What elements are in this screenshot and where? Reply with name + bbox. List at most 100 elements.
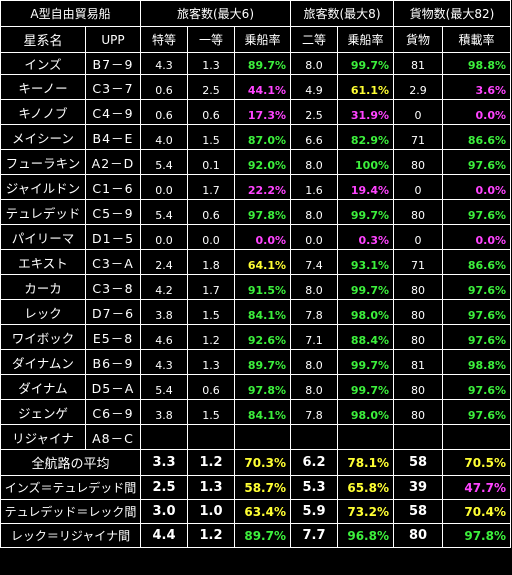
boarding-rate-6: 87.0%: [234, 124, 291, 150]
cargo-count: 80: [393, 374, 443, 400]
boarding-rate-8: 31.9%: [337, 99, 394, 125]
second-passengers: 8.0: [290, 374, 338, 400]
boarding-rate-8: 99.7%: [337, 199, 394, 225]
load-rate: [442, 424, 511, 450]
cargo-count: 81: [393, 52, 443, 75]
first-passengers: 1.5: [187, 299, 235, 325]
col-header-load: 積載率: [442, 26, 511, 53]
system-name: インズ: [0, 52, 86, 75]
boarding-rate-8: 99.7%: [337, 349, 394, 375]
system-upp: C4－9: [85, 99, 141, 125]
table-row: キーノー C3－7 0.6 2.5 44.1% 4.9 61.1% 2.9 3.6%: [0, 74, 511, 100]
cargo-count: 80: [393, 299, 443, 325]
first-passengers: 2.5: [187, 74, 235, 100]
boarding-rate-8: 100%: [337, 149, 394, 175]
summary-second: 7.7: [290, 523, 338, 548]
table-row: インズ B7－9 4.3 1.3 89.7% 8.0 99.7% 81 98.8%: [0, 52, 511, 75]
summary-high: 3.0: [140, 499, 188, 524]
first-passengers: 0.6: [187, 99, 235, 125]
system-upp: D5－A: [85, 374, 141, 400]
summary-rate2: 73.2%: [337, 499, 394, 524]
first-passengers: 1.3: [187, 52, 235, 75]
system-upp: B6－9: [85, 349, 141, 375]
system-name: キノノブ: [0, 99, 86, 125]
boarding-rate-8: 82.9%: [337, 124, 394, 150]
second-passengers: 4.9: [290, 74, 338, 100]
summary-label: レック＝リジャイナ間: [0, 523, 141, 548]
load-rate: 97.6%: [442, 374, 511, 400]
system-name: ジャイルドン: [0, 174, 86, 200]
boarding-rate-8: 99.7%: [337, 374, 394, 400]
table-row: フューラキン A2－D 5.4 0.1 92.0% 8.0 100% 80 97.6%: [0, 149, 511, 175]
second-passengers: 8.0: [290, 274, 338, 300]
cargo-count: 0: [393, 174, 443, 200]
cargo-count: 71: [393, 249, 443, 275]
boarding-rate-8: 99.7%: [337, 274, 394, 300]
summary-second: 5.3: [290, 475, 338, 500]
second-passengers: 0.0: [290, 224, 338, 250]
system-name: カーカ: [0, 274, 86, 300]
system-upp: D1－5: [85, 224, 141, 250]
system-upp: C5－9: [85, 199, 141, 225]
summary-rate1: 58.7%: [234, 475, 291, 500]
summary-first: 1.0: [187, 499, 235, 524]
cargo-count: 0: [393, 224, 443, 250]
second-passengers: 7.4: [290, 249, 338, 275]
summary-load: 47.7%: [442, 475, 511, 500]
system-name: ダイナムン: [0, 349, 86, 375]
cargo-count: 81: [393, 349, 443, 375]
high-passengers: 5.4: [140, 149, 188, 175]
col-header-rate1: 乗船率: [234, 26, 291, 53]
system-upp: A2－D: [85, 149, 141, 175]
high-passengers: 0.0: [140, 224, 188, 250]
summary-rate2: 96.8%: [337, 523, 394, 548]
load-rate: 0.0%: [442, 99, 511, 125]
second-passengers: 8.0: [290, 199, 338, 225]
boarding-rate-8: 93.1%: [337, 249, 394, 275]
summary-cargo: 58: [393, 499, 443, 524]
high-passengers: 2.4: [140, 249, 188, 275]
col-header-system: 星系名: [0, 26, 86, 53]
first-passengers: 1.5: [187, 399, 235, 425]
first-passengers: 0.6: [187, 199, 235, 225]
system-upp: C1－6: [85, 174, 141, 200]
first-passengers: 0.0: [187, 224, 235, 250]
summary-rate2: 65.8%: [337, 475, 394, 500]
boarding-rate-8: 98.0%: [337, 399, 394, 425]
cargo-count: 80: [393, 199, 443, 225]
first-passengers: 1.7: [187, 174, 235, 200]
table-row: メイシーン B4－E 4.0 1.5 87.0% 6.6 82.9% 71 86.6%: [0, 124, 511, 150]
boarding-rate-6: 89.7%: [234, 349, 291, 375]
boarding-rate-6: 64.1%: [234, 249, 291, 275]
load-rate: 98.8%: [442, 349, 511, 375]
col-header-first: 一等: [187, 26, 235, 53]
second-passengers: 7.1: [290, 324, 338, 350]
cargo-count: 0: [393, 99, 443, 125]
table-row: キノノブ C4－9 0.6 0.6 17.3% 2.5 31.9% 0 0.0%: [0, 99, 511, 125]
load-rate: 97.6%: [442, 324, 511, 350]
load-rate: 98.8%: [442, 52, 511, 75]
second-passengers: [290, 424, 338, 450]
high-passengers: [140, 424, 188, 450]
summary-high: 4.4: [140, 523, 188, 548]
system-name: ダイナム: [0, 374, 86, 400]
col-header-second: 二等: [290, 26, 338, 53]
summary-second: 6.2: [290, 449, 338, 476]
system-name: パイリーマ: [0, 224, 86, 250]
table-row: テュレデッド C5－9 5.4 0.6 97.8% 8.0 99.7% 80 97.6%: [0, 199, 511, 225]
system-upp: B7－9: [85, 52, 141, 75]
high-passengers: 4.0: [140, 124, 188, 150]
summary-row: テュレデッド＝レック間 3.0 1.0 63.4% 5.9 73.2% 58 70.4%: [0, 499, 511, 524]
summary-cargo: 39: [393, 475, 443, 500]
load-rate: 97.6%: [442, 274, 511, 300]
system-upp: A8－C: [85, 424, 141, 450]
second-passengers: 7.8: [290, 399, 338, 425]
summary-row: インズ＝テュレデッド間 2.5 1.3 58.7% 5.3 65.8% 39 47.7%: [0, 475, 511, 500]
summary-label: インズ＝テュレデッド間: [0, 475, 141, 500]
load-rate: 97.6%: [442, 149, 511, 175]
summary-row: レック＝リジャイナ間 4.4 1.2 89.7% 7.7 96.8% 80 97.8%: [0, 523, 511, 548]
table-row: レック D7－6 3.8 1.5 84.1% 7.8 98.0% 80 97.6%: [0, 299, 511, 325]
summary-high: 3.3: [140, 449, 188, 476]
cargo-count: 2.9: [393, 74, 443, 100]
cargo-count: 80: [393, 399, 443, 425]
